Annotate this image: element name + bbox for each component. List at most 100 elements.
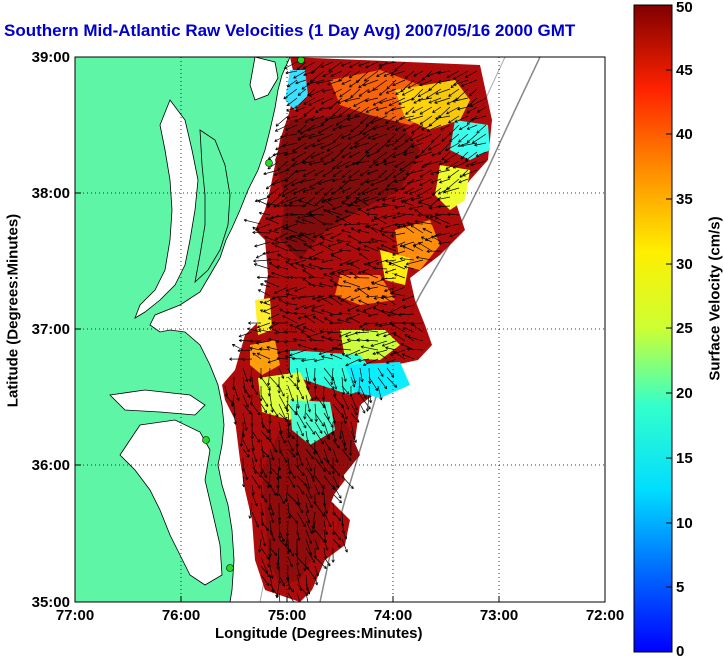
velocity-arrow (238, 331, 253, 338)
velocity-arrow (392, 250, 406, 256)
velocity-arrow (362, 304, 379, 312)
velocity-arrow (287, 385, 295, 402)
velocity-arrow (274, 124, 289, 132)
velocity-arrow (270, 214, 289, 220)
velocity-arrow (260, 574, 270, 587)
velocity-arrow (308, 282, 325, 288)
velocity-arrow (359, 124, 370, 135)
velocity-arrow (410, 323, 424, 333)
velocity-arrow (286, 115, 298, 120)
velocity-arrow (302, 326, 316, 333)
velocity-arrow (474, 142, 487, 147)
velocity-arrow (465, 151, 478, 162)
velocity-arrow (278, 394, 288, 410)
velocity-arrow (294, 403, 298, 415)
velocity-arrow (355, 309, 370, 315)
velocity-arrow (460, 142, 478, 148)
velocity-arrow (402, 326, 415, 333)
velocity-arrow (252, 230, 271, 235)
velocity-arrow (256, 275, 271, 280)
velocity-arrow (258, 211, 271, 216)
velocity-arrow (314, 412, 325, 427)
velocity-arrow (332, 385, 337, 397)
velocity-arrow (283, 178, 298, 188)
velocity-arrow (268, 457, 273, 475)
velocity-arrow (332, 160, 343, 170)
velocity-arrow (314, 565, 320, 577)
velocity-arrow (312, 142, 325, 148)
velocity-arrow (383, 70, 397, 77)
velocity-arrow (381, 295, 397, 306)
velocity-arrow (454, 115, 469, 123)
velocity-arrow (466, 106, 478, 114)
velocity-arrow (303, 556, 307, 572)
velocity-arrow (284, 529, 289, 547)
velocity-arrow (344, 97, 361, 103)
velocity-arrow (257, 538, 262, 553)
velocity-arrow (317, 295, 334, 306)
velocity-arrow (359, 115, 370, 125)
velocity-arrow (401, 353, 415, 360)
velocity-arrow (305, 529, 312, 544)
velocity-arrow (253, 259, 271, 263)
velocity-arrow (452, 97, 469, 103)
velocity-arrow (296, 322, 307, 328)
velocity-arrow (278, 187, 289, 197)
velocity-arrow (314, 196, 325, 207)
station-marker (226, 564, 234, 572)
velocity-arrow (349, 271, 361, 279)
velocity-arrow (416, 187, 433, 197)
velocity-arrow (278, 574, 286, 587)
velocity-arrow (343, 223, 361, 227)
velocity-arrow (410, 196, 424, 202)
field-cyan-band (285, 70, 308, 110)
velocity-arrow (393, 351, 406, 360)
velocity-arrow (288, 248, 307, 252)
velocity-arrow (370, 115, 388, 124)
velocity-arrow (251, 493, 258, 507)
velocity-arrow (341, 385, 350, 395)
velocity-arrow (242, 403, 252, 415)
velocity-arrow (329, 353, 343, 360)
colorbar-tick-label: 5 (676, 579, 684, 596)
velocity-arrow (259, 347, 271, 351)
velocity-arrow (428, 142, 442, 151)
colorbar-tick-label: 15 (676, 450, 693, 467)
velocity-arrow (272, 151, 289, 157)
velocity-arrow (283, 151, 298, 157)
velocity-arrow (344, 209, 361, 216)
velocity-arrow (364, 97, 379, 103)
velocity-arrow (289, 324, 307, 333)
velocity-arrow (354, 286, 370, 292)
velocity-arrow (358, 88, 370, 97)
x-tick-label: 73:00 (480, 607, 518, 624)
velocity-arrow (407, 335, 424, 342)
velocity-arrow (248, 367, 253, 383)
field-yellow-band (395, 80, 470, 130)
velocity-arrow (431, 187, 442, 196)
velocity-arrow (362, 358, 379, 366)
velocity-arrow (317, 178, 334, 185)
velocity-arrow (385, 187, 397, 192)
velocity-arrow (411, 124, 424, 134)
velocity-arrow (351, 160, 370, 166)
velocity-arrow (390, 70, 406, 77)
velocity-arrow (429, 214, 442, 219)
velocity-arrow (385, 259, 397, 263)
velocity-arrow (374, 322, 388, 327)
velocity-arrow (303, 403, 307, 420)
velocity-arrow (282, 315, 298, 324)
velocity-arrow (323, 439, 332, 451)
velocity-arrow (252, 352, 262, 360)
velocity-arrow (339, 259, 352, 266)
velocity-arrow (341, 376, 346, 395)
chesapeake-bay (134, 99, 199, 319)
velocity-arrow (299, 124, 316, 135)
velocity-arrow (250, 421, 254, 440)
velocity-arrow (238, 338, 253, 343)
velocity-arrow (310, 309, 325, 315)
velocity-arrow (402, 224, 415, 234)
velocity-arrow (251, 403, 261, 416)
velocity-arrow (305, 592, 309, 602)
velocity-arrow (458, 133, 469, 143)
